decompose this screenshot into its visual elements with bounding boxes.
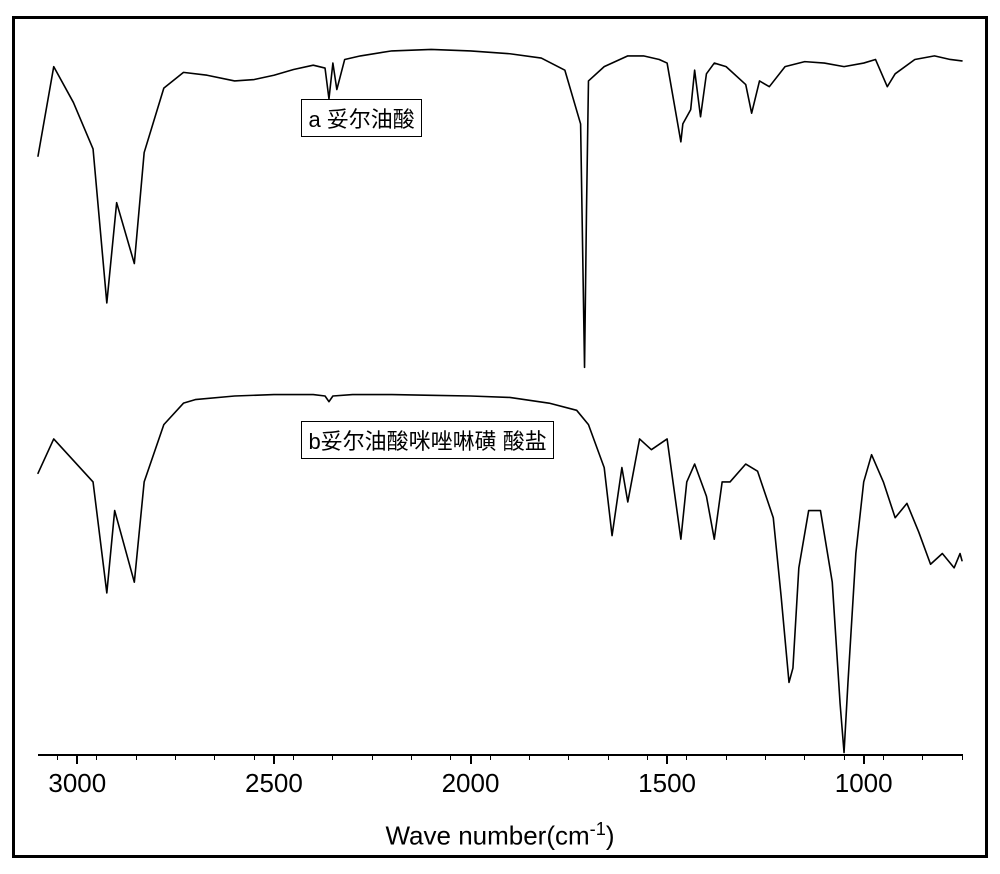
- spectrum-a: [38, 49, 962, 367]
- chart-container: 30002500200015001000Wave number(cm-1)a 妥…: [0, 0, 1000, 874]
- legend-b: b妥尔油酸咪唑啉磺 酸盐: [301, 421, 553, 459]
- legend-a: a 妥尔油酸: [301, 99, 421, 137]
